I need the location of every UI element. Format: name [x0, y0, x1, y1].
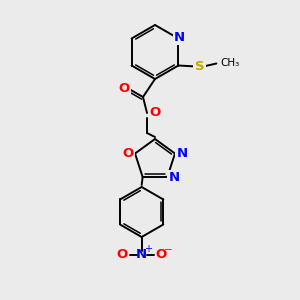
Text: S: S	[195, 60, 204, 73]
Text: O: O	[155, 248, 166, 262]
Text: CH₃: CH₃	[220, 58, 240, 68]
Text: O: O	[118, 82, 130, 94]
Text: O: O	[116, 248, 127, 262]
Text: +: +	[144, 244, 152, 254]
Text: N: N	[174, 31, 185, 44]
Text: N: N	[169, 172, 180, 184]
Text: −: −	[164, 245, 173, 255]
Text: O: O	[122, 147, 134, 160]
Text: N: N	[136, 248, 147, 262]
Text: O: O	[149, 106, 161, 119]
Text: N: N	[176, 147, 188, 160]
